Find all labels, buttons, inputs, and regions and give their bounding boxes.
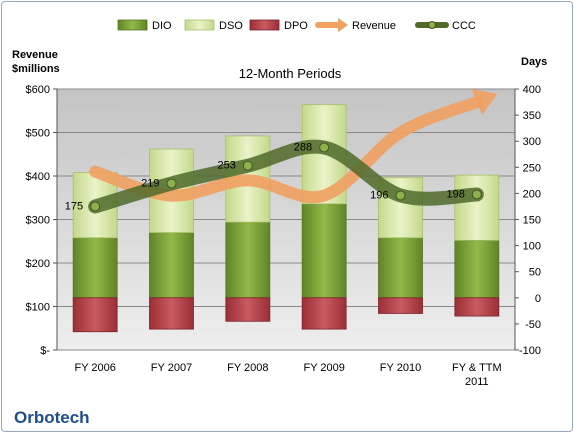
- legend: DIO DSO DPO Revenue CCC: [117, 18, 476, 32]
- legend-swatch-dso: [184, 19, 215, 31]
- left-axis-tick-label: $-: [40, 345, 50, 357]
- company-name: Orbotech: [14, 408, 90, 427]
- legend-marker-ccc: [428, 21, 436, 29]
- ccc-data-label: 198: [446, 188, 464, 200]
- right-axis-tick-label: 150: [523, 215, 541, 227]
- left-axis-label-line2: $millions: [12, 63, 60, 75]
- right-axis-tick-label: 350: [523, 110, 541, 122]
- dpo-bar: [378, 297, 423, 314]
- left-axis-tick-label: $400: [26, 171, 50, 183]
- dpo-bar: [225, 297, 271, 322]
- left-axis-tick-label: $300: [26, 215, 50, 227]
- revenue-arrowhead: [471, 89, 498, 116]
- ccc-data-label: 288: [294, 141, 312, 153]
- dio-bar: [378, 237, 423, 299]
- right-axis-tick-label: -50: [525, 319, 541, 331]
- dpo-bar: [454, 297, 500, 317]
- ccc-point: [90, 201, 101, 212]
- revenue-line: [89, 96, 483, 204]
- ccc-point: [242, 160, 253, 171]
- right-axis-tick-label: 300: [523, 136, 541, 148]
- category-label: FY 2006: [74, 362, 115, 374]
- lines: 175 219 253 288 196 198: [65, 89, 498, 214]
- dpo-bar: [301, 297, 347, 330]
- category-label: FY 2008: [227, 362, 268, 374]
- dio-bar: [72, 237, 118, 299]
- left-axis-tick-label: $600: [26, 84, 50, 96]
- dio-bar: [301, 203, 347, 299]
- gridlines: [57, 88, 515, 351]
- category-label: FY 2009: [303, 362, 344, 374]
- category-label: FY & TTM: [452, 362, 502, 374]
- left-axis-tick-label: $200: [26, 258, 50, 270]
- dio-bar: [454, 239, 500, 299]
- legend-arrow-revenue: [338, 18, 348, 32]
- legend-swatch-dpo: [249, 19, 280, 31]
- right-axis-tick-label: 50: [529, 267, 541, 279]
- ccc-point: [471, 189, 482, 200]
- legend-label: DPO: [284, 20, 308, 32]
- ccc-point: [395, 190, 406, 201]
- legend-label: DIO: [152, 20, 172, 32]
- chart-title: 12-Month Periods: [239, 66, 342, 81]
- right-axis-tick-label: -100: [519, 345, 541, 357]
- dpo-bar: [72, 297, 118, 333]
- ccc-data-label: 253: [217, 160, 235, 172]
- ccc-data-label: 219: [141, 177, 159, 189]
- category-label: FY 2007: [151, 362, 192, 374]
- ccc-point: [166, 178, 177, 189]
- dio-bar: [149, 232, 194, 299]
- axes: $- $100 $200 $300 $400 $500 $600 -100 -50 0 50 100 1…: [26, 84, 541, 388]
- legend-label: CCC: [452, 20, 476, 32]
- legend-label: DSO: [219, 20, 243, 32]
- right-axis-tick-label: 250: [523, 162, 541, 174]
- left-axis-label-line1: Revenue: [12, 49, 58, 61]
- right-axis-tick-label: 0: [535, 293, 541, 305]
- right-axis-label: Days: [521, 56, 547, 68]
- legend-swatch-dio: [117, 19, 148, 31]
- right-axis-tick-label: 400: [523, 84, 541, 96]
- legend-label: Revenue: [352, 20, 396, 32]
- dpo-bar: [149, 297, 194, 330]
- left-axis-tick-label: $100: [26, 302, 50, 314]
- right-axis-tick-label: 100: [523, 241, 541, 253]
- ccc-point: [319, 142, 330, 153]
- right-axis-tick-label: 200: [523, 188, 541, 200]
- ccc-data-label: 196: [370, 189, 388, 201]
- category-label: 2011: [465, 376, 489, 388]
- dso-bar: [454, 174, 500, 241]
- ccc-data-label: 175: [65, 200, 83, 212]
- category-label: FY 2010: [380, 362, 421, 374]
- dio-bar: [225, 221, 271, 299]
- left-axis-tick-label: $500: [26, 128, 50, 140]
